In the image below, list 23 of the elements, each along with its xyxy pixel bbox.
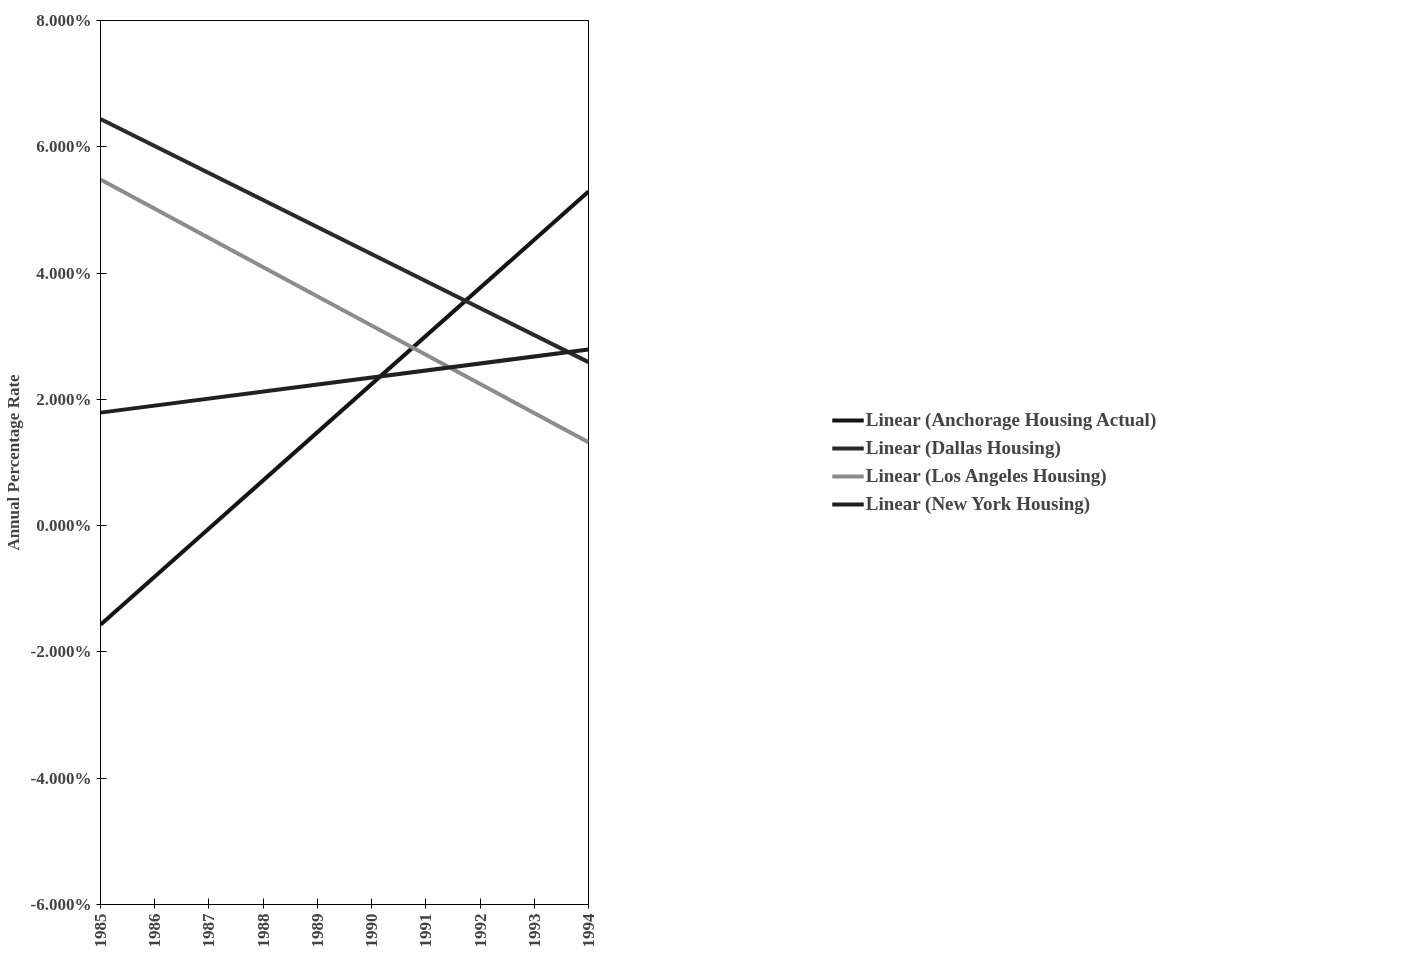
y-tick-label: -6.000% bbox=[30, 895, 92, 914]
x-tick-label: 1994 bbox=[579, 913, 598, 948]
legend-label: Linear (Los Angeles Housing) bbox=[865, 465, 1107, 487]
x-tick-label: 1989 bbox=[307, 913, 327, 948]
y-axis-title: Annual Percentage Rate bbox=[3, 373, 23, 551]
x-tick-label: 1987 bbox=[199, 913, 219, 948]
x-tick-label: 1990 bbox=[362, 913, 382, 948]
y-tick-label: -2.000% bbox=[30, 642, 92, 662]
x-tick-label: 1986 bbox=[145, 913, 165, 948]
y-tick-label: 0.000% bbox=[36, 516, 92, 536]
y-tick-label: 8.000% bbox=[36, 11, 92, 30]
x-tick-label: 1992 bbox=[470, 913, 490, 948]
y-tick-label: 2.000% bbox=[36, 389, 92, 409]
legend-label: Linear (Dallas Housing) bbox=[865, 437, 1061, 459]
x-tick-label: 1988 bbox=[253, 913, 273, 948]
y-tick-label: 6.000% bbox=[36, 137, 92, 157]
y-tick-label: 4.000% bbox=[36, 263, 92, 283]
legend-label: Linear (New York Housing) bbox=[865, 493, 1091, 515]
x-tick-label: 1993 bbox=[524, 913, 544, 948]
legend-label: Linear (Anchorage Housing Actual) bbox=[865, 409, 1157, 431]
y-tick-label: -4.000% bbox=[30, 768, 92, 788]
x-tick-label: 1991 bbox=[416, 913, 436, 948]
x-tick-label: 1985 bbox=[91, 913, 110, 948]
